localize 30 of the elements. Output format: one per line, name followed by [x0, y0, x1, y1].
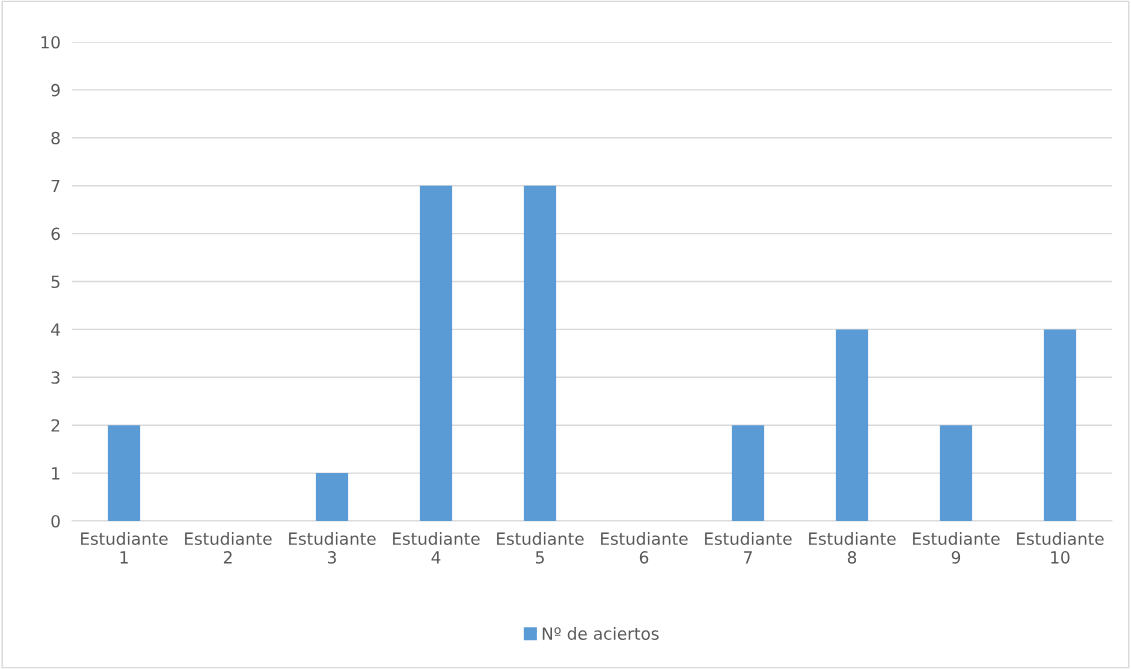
- bar: [1043, 329, 1077, 521]
- y-tick-label: 7: [51, 179, 60, 193]
- x-tick-label: Estudiante 6: [601, 532, 688, 564]
- x-tick-label: Estudiante 7: [705, 532, 792, 564]
- x-tick-label: Estudiante 10: [1017, 532, 1104, 564]
- legend-label: Nº de aciertos: [542, 627, 659, 640]
- bar: [731, 425, 765, 521]
- x-tick-label: Estudiante 5: [497, 532, 584, 564]
- y-tick-label: 2: [51, 419, 60, 432]
- bar: [315, 473, 349, 521]
- y-tick-label: 9: [51, 83, 60, 97]
- y-tick-label: 1: [52, 467, 60, 480]
- x-tick-label: Estudiante 2: [185, 532, 272, 564]
- x-tick-label: Estudiante 9: [913, 532, 1000, 564]
- y-tick-label: 5: [51, 275, 60, 289]
- bar: [835, 329, 869, 521]
- y-tick-label: 8: [51, 131, 60, 145]
- x-tick-label: Estudiante 4: [393, 532, 480, 564]
- bar: [107, 425, 141, 521]
- y-tick-label: 3: [51, 371, 60, 384]
- bar: [419, 185, 453, 521]
- x-tick-label: Estudiante 1: [81, 532, 168, 564]
- x-tick-label: Estudiante 3: [289, 532, 376, 564]
- y-tick-label: 6: [51, 227, 60, 241]
- y-tick-label: 10: [41, 35, 60, 49]
- x-tick-label: Estudiante 8: [809, 532, 896, 564]
- bar: [939, 425, 973, 521]
- bar: [523, 185, 557, 521]
- y-tick-label: 0: [51, 514, 60, 528]
- y-tick-label: 4: [51, 323, 60, 336]
